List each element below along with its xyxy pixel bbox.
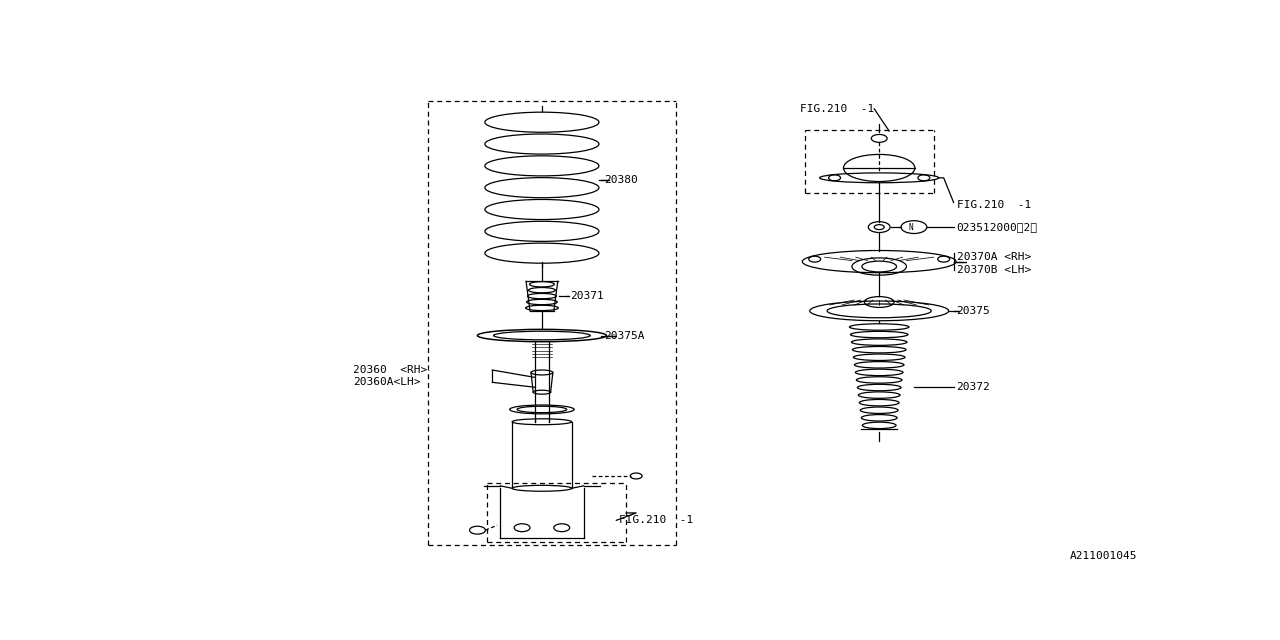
Text: 20370A <RH>: 20370A <RH> [956,252,1030,262]
Text: 20375: 20375 [956,306,991,316]
Text: FIG.210  -1: FIG.210 -1 [956,200,1030,210]
Text: 20375A: 20375A [604,330,645,340]
Text: 20360  <RH>: 20360 <RH> [353,365,428,375]
Text: A211001045: A211001045 [1070,551,1137,561]
Text: 20372: 20372 [956,382,991,392]
Text: 20371: 20371 [570,291,603,301]
Text: 20370B <LH>: 20370B <LH> [956,266,1030,275]
Text: N: N [909,223,913,232]
Text: 023512000（2）: 023512000（2） [956,222,1038,232]
Text: 20360A<LH>: 20360A<LH> [353,378,421,387]
Text: FIG.210  -1: FIG.210 -1 [620,515,694,525]
Text: 20380: 20380 [604,175,639,185]
Text: FIG.210  -1: FIG.210 -1 [800,104,874,114]
